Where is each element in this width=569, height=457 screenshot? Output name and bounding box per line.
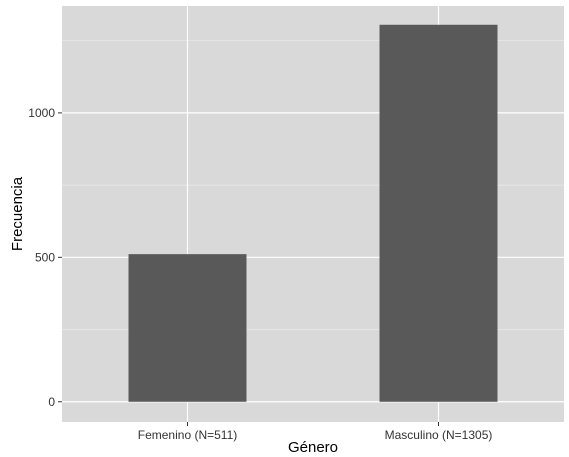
x-axis: Femenino (N=511) Masculino (N=1305) <box>138 422 493 442</box>
x-axis-title: Género <box>288 439 338 456</box>
x-tick-label: Masculino (N=1305) <box>385 428 493 442</box>
y-tick-label: 1000 <box>28 106 55 120</box>
y-tick-label: 500 <box>35 250 55 264</box>
bar-femenino <box>128 254 247 402</box>
y-tick-label: 0 <box>48 395 55 409</box>
bar-masculino <box>379 24 498 402</box>
y-axis: 0 500 1000 <box>28 106 62 409</box>
y-axis-title: Frecuencia <box>9 176 26 251</box>
x-tick-label: Femenino (N=511) <box>138 428 238 442</box>
bars <box>128 24 498 402</box>
